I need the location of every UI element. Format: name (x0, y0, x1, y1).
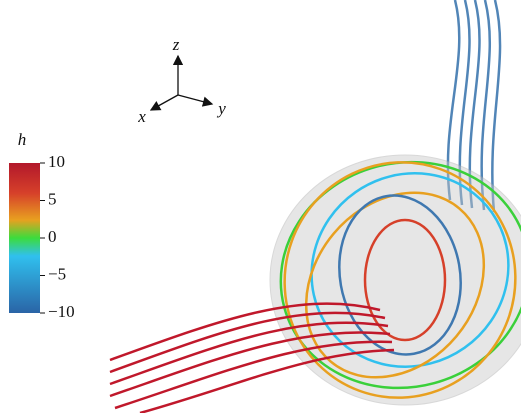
tick-label: 5 (48, 189, 57, 208)
torus (269, 154, 521, 406)
colorbar-gradient (9, 163, 40, 313)
tick-label: −10 (48, 302, 75, 321)
tick-label: −5 (48, 264, 66, 283)
scene (109, 0, 521, 413)
x-label: x (137, 107, 146, 126)
colorbar: h 10 5 0 −5 −10 (9, 130, 75, 321)
field-loops (279, 160, 521, 399)
axes-triad: z y x (137, 35, 226, 126)
y-label: y (216, 99, 226, 118)
red-lines (109, 302, 395, 413)
colorbar-title: h (18, 130, 27, 149)
tick-label: 0 (48, 227, 57, 246)
tick-label: 10 (48, 152, 65, 171)
z-label: z (172, 35, 180, 54)
